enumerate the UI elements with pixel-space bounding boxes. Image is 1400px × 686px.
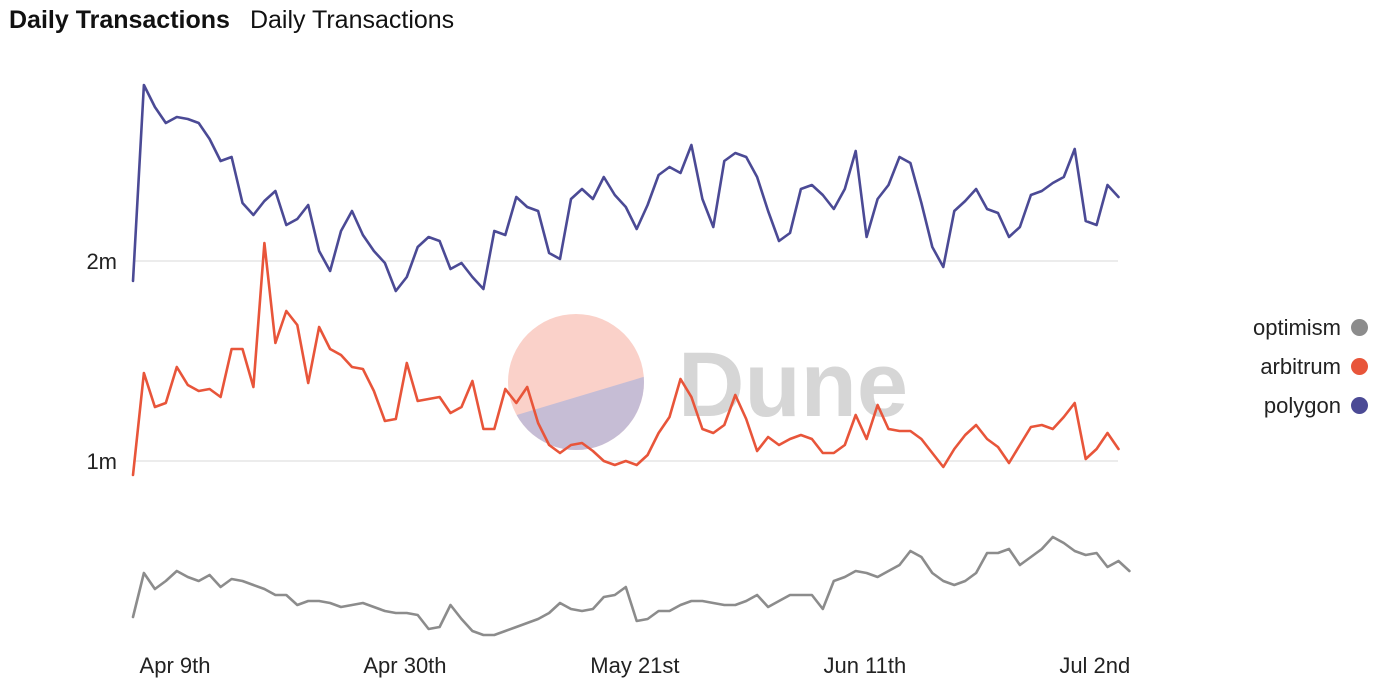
chart-subtitle: Daily Transactions [249,6,455,34]
chart-title: Daily Transactions [9,6,230,34]
x-axis-ticks: Apr 9th Apr 30th May 21st Jun 11th Jul 2nd [140,653,1131,678]
chart-header: Daily Transactions Daily Transactions [9,6,454,42]
legend-item-polygon[interactable]: polygon [1253,386,1368,425]
legend-dot-optimism [1351,319,1368,336]
x-tick-label-0: Apr 9th [140,653,211,678]
legend-item-optimism[interactable]: optimism [1253,308,1368,347]
watermark-text: Dune [678,334,908,436]
x-tick-label-3: Jun 11th [823,653,906,678]
dune-watermark: Dune [508,314,908,450]
x-tick-label-4: Jul 2nd [1059,653,1130,678]
series-line-polygon[interactable] [131,83,1120,293]
legend-dot-polygon [1351,397,1368,414]
legend-label-polygon: polygon [1263,392,1341,418]
y-tick-label-0: 1m [86,449,117,474]
legend-item-arbitrum[interactable]: arbitrum [1253,347,1368,386]
chart-legend: optimism arbitrum polygon [1253,308,1368,425]
series-line-arbitrum[interactable] [131,241,1120,477]
y-axis-ticks: 1m 2m [86,249,117,474]
legend-dot-arbitrum [1351,358,1368,375]
y-tick-label-1: 2m [86,249,117,274]
series-lines [131,83,1131,637]
series-line-optimism[interactable] [131,535,1131,637]
x-tick-label-2: May 21st [590,653,679,678]
legend-label-arbitrum: arbitrum [1260,353,1341,379]
legend-label-optimism: optimism [1252,314,1341,340]
x-tick-label-1: Apr 30th [363,653,446,678]
